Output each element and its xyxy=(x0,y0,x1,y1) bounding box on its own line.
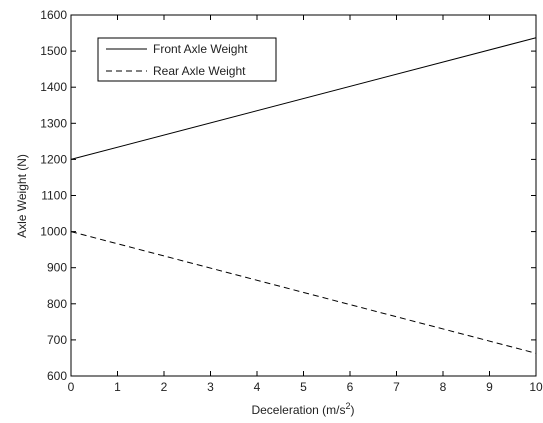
y-tick-label: 1000 xyxy=(40,225,67,239)
x-axis-label-superscript: 2 xyxy=(346,401,351,411)
series-line-rear-axle-weight xyxy=(70,231,537,354)
x-tick-label: 2 xyxy=(161,380,168,394)
x-tick-label: 8 xyxy=(440,380,447,394)
x-tick-label: 7 xyxy=(393,380,400,394)
y-tick-label: 1100 xyxy=(41,189,67,203)
x-tick-label: 1 xyxy=(114,380,121,394)
x-tick-label: 0 xyxy=(68,380,75,394)
ticks-layer: 0 1 2 3 4 5 6 7 8 9 10 600 700 800 900 1000 1100 1200 1300… xyxy=(40,8,543,394)
x-axis-label-main: Deceleration (m/s xyxy=(251,403,345,417)
x-tick-label: 4 xyxy=(254,380,261,394)
series-line-front-axle-weight xyxy=(70,37,537,160)
x-tick-label: 9 xyxy=(486,380,493,394)
y-tick-label: 1200 xyxy=(40,152,67,166)
y-tick-label: 800 xyxy=(47,297,67,311)
y-axis-label: Axle Weight (N) xyxy=(15,154,29,238)
plot-frame xyxy=(70,14,537,377)
legend-label-front-axle-weight: Front Axle Weight xyxy=(153,42,248,56)
legend-box xyxy=(97,37,277,82)
y-tick-label: 1600 xyxy=(40,8,67,22)
y-tick-label: 1500 xyxy=(40,44,67,58)
series-layer xyxy=(70,37,537,354)
x-tick-label: 10 xyxy=(529,380,543,394)
x-tick-label: 6 xyxy=(347,380,354,394)
y-tick-label: 900 xyxy=(47,261,67,275)
x-tick-label: 3 xyxy=(207,380,214,394)
y-tick-label: 1400 xyxy=(40,80,67,94)
legend: Front Axle Weight Rear Axle Weight xyxy=(97,37,277,82)
legend-label-rear-axle-weight: Rear Axle Weight xyxy=(153,64,246,78)
x-axis-label: Deceleration (m/s2) xyxy=(251,401,354,417)
y-tick-label: 600 xyxy=(47,369,67,383)
y-tick-label: 700 xyxy=(47,333,67,347)
x-axis-label-suffix: ) xyxy=(351,403,355,417)
x-tick-label: 5 xyxy=(300,380,307,394)
y-tick-label: 1300 xyxy=(40,116,67,130)
